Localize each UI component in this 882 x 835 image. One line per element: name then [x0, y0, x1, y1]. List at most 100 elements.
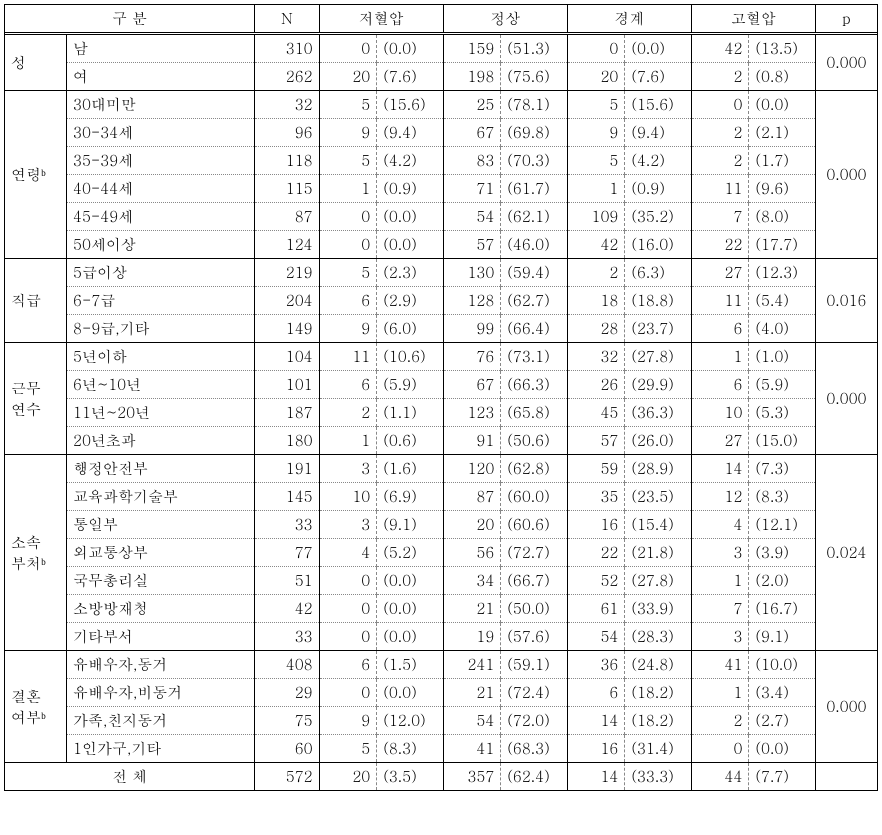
cell-low-v: 5: [319, 91, 377, 119]
subcategory-label: 5년이하: [67, 343, 255, 371]
table-row: 통일부333(9.1)20(60.6)16(15.4)4(12.1): [5, 511, 878, 539]
cell-high-p: (15.0): [749, 427, 815, 455]
cell-high-p: (0.0): [749, 91, 815, 119]
cell-border-p: (35.2): [625, 203, 691, 231]
table-row: 연령ᵇ30대미만325(15.6)25(78.1)5(15.6)0(0.0)0.…: [5, 91, 878, 119]
header-border: 경계: [567, 5, 691, 33]
cell-normal-p: (66.7): [501, 567, 567, 595]
table-row: 소방방재청420(0.0)21(50.0)61(33.9)7(16.7): [5, 595, 878, 623]
header-p: p: [815, 5, 877, 33]
cell-low-p: (5.2): [377, 539, 443, 567]
cell-border-p: (31.4): [625, 735, 691, 763]
cell-high-v: 2: [691, 147, 749, 175]
cell-border-p: (15.4): [625, 511, 691, 539]
total-normal-v: 357: [443, 763, 501, 791]
cell-high-p: (1.7): [749, 147, 815, 175]
cell-normal-v: 71: [443, 175, 501, 203]
cell-low-p: (12.0): [377, 707, 443, 735]
cell-low-p: (2.3): [377, 259, 443, 287]
subcategory-label: 1인가구,기타: [67, 735, 255, 763]
cell-border-v: 22: [567, 539, 625, 567]
cell-normal-p: (57.6): [501, 623, 567, 651]
cell-normal-v: 198: [443, 63, 501, 91]
cell-n: 118: [255, 147, 319, 175]
cell-border-v: 9: [567, 119, 625, 147]
group-label: 연령ᵇ: [5, 91, 67, 259]
cell-border-p: (27.8): [625, 567, 691, 595]
group-label: 성: [5, 35, 67, 91]
cell-low-v: 0: [319, 35, 377, 63]
cell-normal-v: 21: [443, 595, 501, 623]
cell-border-p: (23.7): [625, 315, 691, 343]
cell-normal-v: 123: [443, 399, 501, 427]
cell-low-v: 6: [319, 651, 377, 679]
cell-normal-p: (50.6): [501, 427, 567, 455]
cell-border-p: (26.0): [625, 427, 691, 455]
cell-high-p: (16.7): [749, 595, 815, 623]
cell-border-v: 2: [567, 259, 625, 287]
table-row: 교육과학기술부14510(6.9)87(60.0)35(23.5)12(8.3): [5, 483, 878, 511]
subcategory-label: 기타부서: [67, 623, 255, 651]
cell-normal-p: (72.0): [501, 707, 567, 735]
cell-border-v: 109: [567, 203, 625, 231]
cell-normal-v: 57: [443, 231, 501, 259]
cell-low-v: 9: [319, 315, 377, 343]
cell-n: 219: [255, 259, 319, 287]
cell-n: 60: [255, 735, 319, 763]
cell-high-v: 3: [691, 539, 749, 567]
cell-pvalue: 0.000: [815, 35, 877, 91]
cell-low-p: (1.6): [377, 455, 443, 483]
cell-n: 187: [255, 399, 319, 427]
cell-border-v: 1: [567, 175, 625, 203]
subcategory-label: 유배우자,동거: [67, 651, 255, 679]
cell-border-v: 35: [567, 483, 625, 511]
cell-low-v: 9: [319, 707, 377, 735]
cell-low-p: (5.9): [377, 371, 443, 399]
cell-border-v: 16: [567, 511, 625, 539]
cell-normal-p: (72.7): [501, 539, 567, 567]
cell-n: 408: [255, 651, 319, 679]
cell-normal-p: (59.1): [501, 651, 567, 679]
cell-border-p: (29.9): [625, 371, 691, 399]
subcategory-label: 30대미만: [67, 91, 255, 119]
total-low-p: (3.5): [377, 763, 443, 791]
cell-high-v: 6: [691, 315, 749, 343]
cell-low-p: (0.9): [377, 175, 443, 203]
table-row: 근무연수5년이하10411(10.6)76(73.1)32(27.8)1(1.0…: [5, 343, 878, 371]
cell-high-v: 14: [691, 455, 749, 483]
cell-normal-v: 241: [443, 651, 501, 679]
cell-normal-v: 34: [443, 567, 501, 595]
cell-n: 262: [255, 63, 319, 91]
table-row: 35-39세1185(4.2)83(70.3)5(4.2)2(1.7): [5, 147, 878, 175]
cell-high-p: (0.0): [749, 735, 815, 763]
total-high-p: (7.7): [749, 763, 815, 791]
cell-n: 191: [255, 455, 319, 483]
cell-normal-v: 99: [443, 315, 501, 343]
cell-normal-p: (51.3): [501, 35, 567, 63]
cell-low-v: 5: [319, 147, 377, 175]
cell-high-v: 2: [691, 119, 749, 147]
cell-low-v: 1: [319, 175, 377, 203]
cell-normal-p: (68.3): [501, 735, 567, 763]
cell-normal-p: (72.4): [501, 679, 567, 707]
cell-normal-v: 41: [443, 735, 501, 763]
cell-border-v: 0: [567, 35, 625, 63]
cell-pvalue: 0.000: [815, 343, 877, 455]
cell-border-v: 32: [567, 343, 625, 371]
cell-border-p: (4.2): [625, 147, 691, 175]
cell-high-p: (17.7): [749, 231, 815, 259]
cell-high-v: 10: [691, 399, 749, 427]
cell-normal-v: 91: [443, 427, 501, 455]
cell-high-v: 0: [691, 735, 749, 763]
cell-high-v: 1: [691, 343, 749, 371]
cell-normal-p: (69.8): [501, 119, 567, 147]
subcategory-label: 행정안전부: [67, 455, 255, 483]
cell-low-p: (6.0): [377, 315, 443, 343]
cell-n: 115: [255, 175, 319, 203]
cell-border-v: 45: [567, 399, 625, 427]
cell-border-v: 42: [567, 231, 625, 259]
table-row: 가족,친지동거759(12.0)54(72.0)14(18.2)2(2.7): [5, 707, 878, 735]
cell-n: 32: [255, 91, 319, 119]
cell-low-p: (15.6): [377, 91, 443, 119]
table-row: 1인가구,기타605(8.3)41(68.3)16(31.4)0(0.0): [5, 735, 878, 763]
